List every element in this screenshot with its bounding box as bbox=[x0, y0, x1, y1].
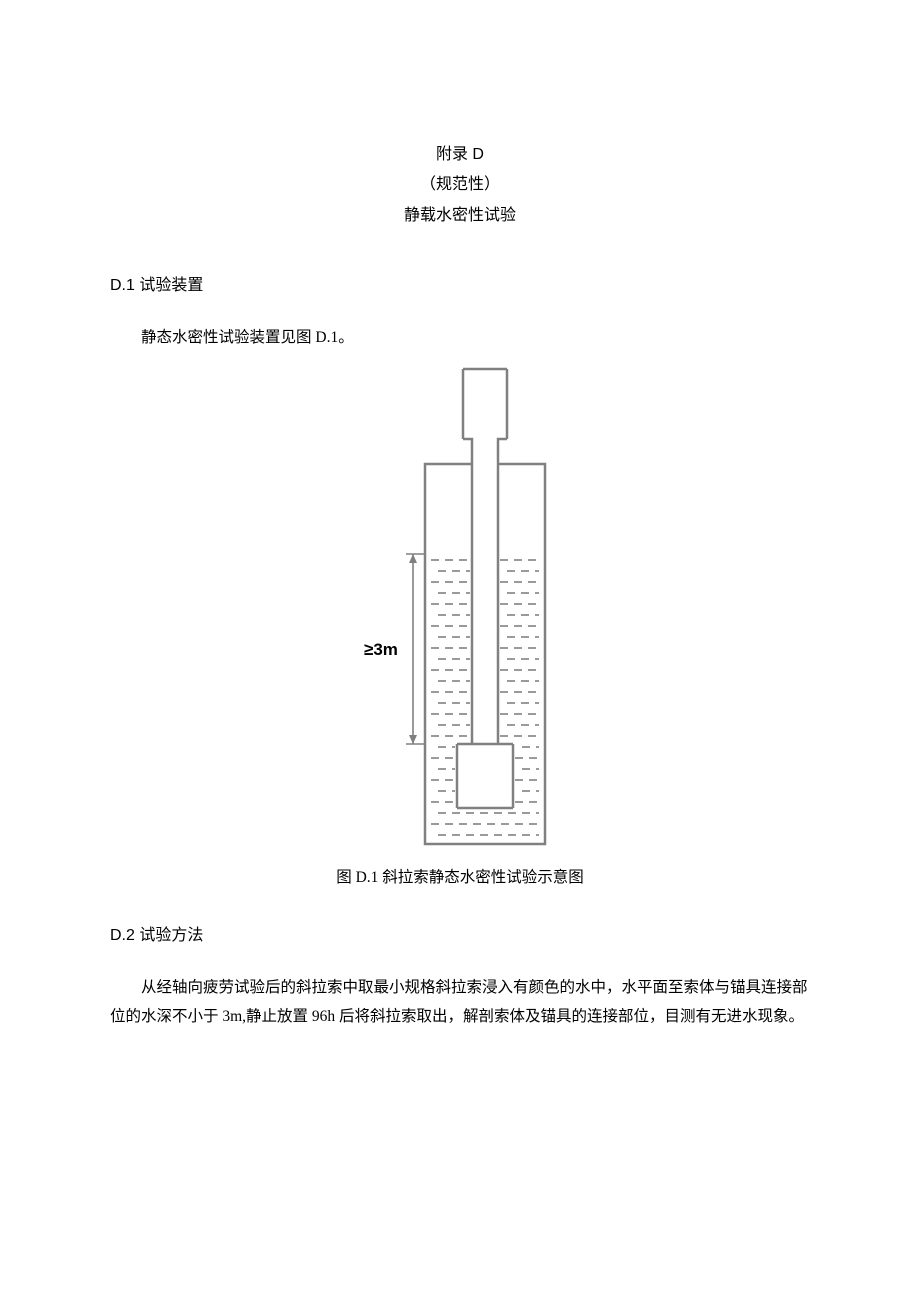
section-d2-body: 从经轴向疲劳试验后的斜拉索中取最小规格斜拉索浸入有颜色的水中，水平面至索体与锚具… bbox=[110, 973, 810, 1032]
section-d2-heading: D.2 试验方法 bbox=[110, 921, 810, 945]
figure-d1-caption: 图 D.1 斜拉索静态水密性试验示意图 bbox=[110, 865, 810, 887]
appendix-label: 附录 D bbox=[110, 140, 810, 170]
figure-d1-svg: ≥3m bbox=[330, 359, 590, 859]
title-block: 附录 D （规范性） 静载水密性试验 bbox=[110, 140, 810, 231]
section-d1-heading: D.1 试验装置 bbox=[110, 271, 810, 295]
section-d1-intro: 静态水密性试验装置见图 D.1。 bbox=[110, 323, 810, 352]
page: 附录 D （规范性） 静载水密性试验 D.1 试验装置 静态水密性试验装置见图 … bbox=[0, 0, 920, 1301]
title-name: 静载水密性试验 bbox=[110, 201, 810, 231]
figure-d1: ≥3m 图 D.1 斜拉索静态水密性试验示意图 bbox=[110, 359, 810, 887]
normative-label: （规范性） bbox=[110, 170, 810, 200]
svg-text:≥3m: ≥3m bbox=[364, 640, 398, 659]
